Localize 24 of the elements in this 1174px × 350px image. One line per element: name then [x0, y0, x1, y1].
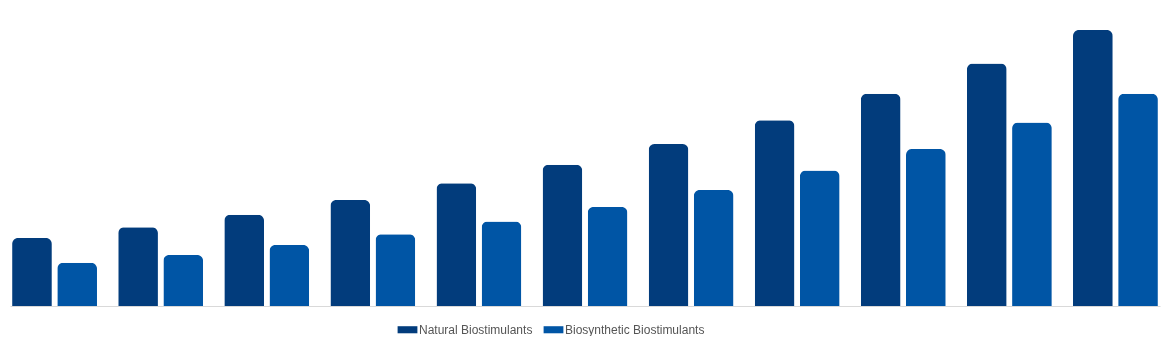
bar	[118, 227, 158, 306]
bar	[224, 214, 265, 306]
bar	[542, 164, 583, 306]
bar	[905, 148, 946, 306]
bar	[799, 170, 840, 306]
bar	[375, 234, 416, 306]
bar	[57, 262, 97, 306]
bar	[436, 183, 477, 306]
legend-label: Biosynthetic Biostimulants	[565, 322, 705, 337]
bar	[330, 200, 371, 306]
bar	[860, 93, 901, 306]
bar	[1012, 122, 1052, 306]
bar	[966, 63, 1007, 306]
bar	[648, 143, 689, 306]
bar	[481, 221, 522, 306]
bar	[587, 206, 628, 306]
bar	[163, 254, 204, 306]
bar	[1073, 30, 1113, 306]
bar	[269, 245, 310, 306]
bar	[12, 238, 52, 306]
bar	[754, 120, 795, 306]
legend-label: Natural Biostimulants	[419, 322, 533, 337]
bar	[693, 190, 734, 306]
bar	[1118, 93, 1158, 306]
